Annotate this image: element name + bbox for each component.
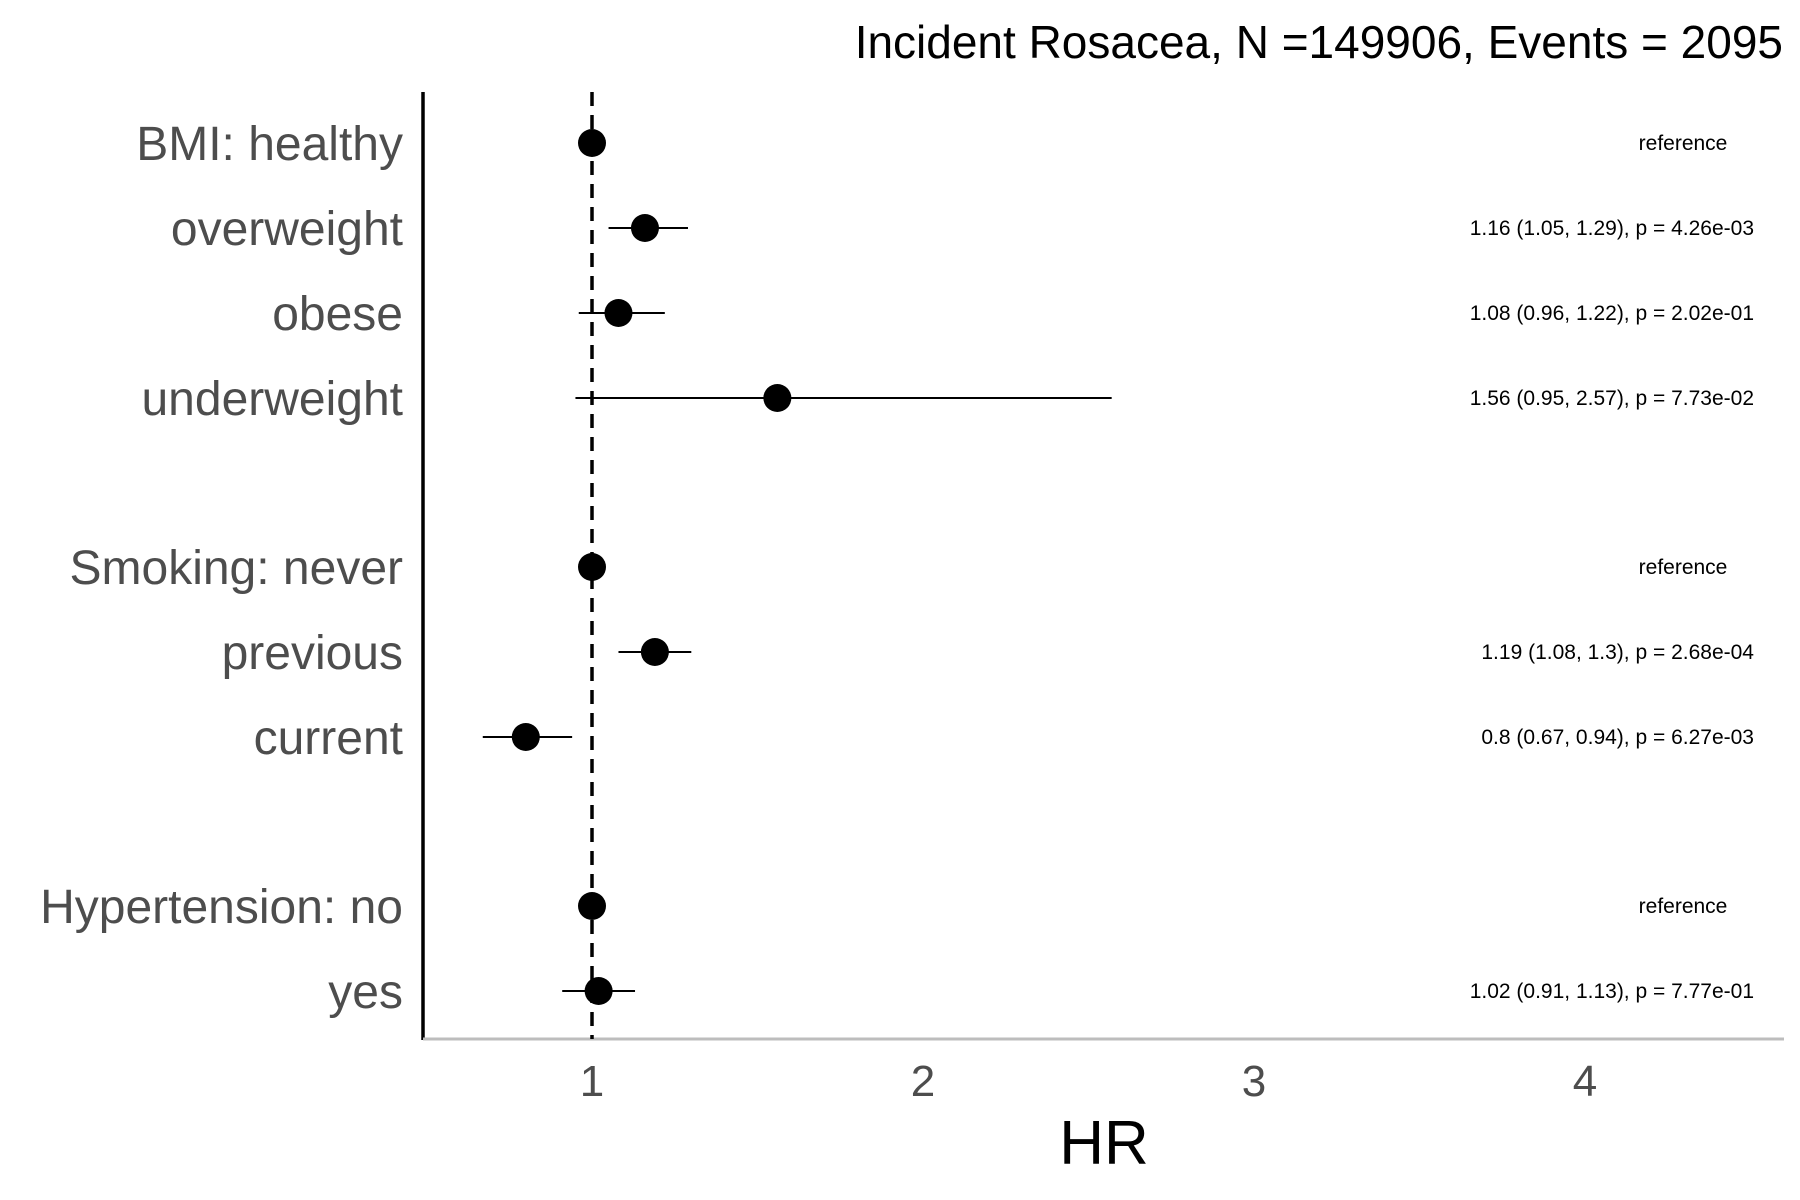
hr-point — [578, 553, 606, 581]
row-annotations: reference 1.16 (1.05, 1.29), p = 4.26e-03… — [1470, 132, 1755, 1003]
hr-point — [763, 384, 792, 412]
hr-point — [584, 977, 613, 1005]
row-label: obese — [272, 288, 403, 341]
hazard-ratio-points — [511, 129, 792, 1005]
row-annotation: 1.19 (1.08, 1.3), p = 2.68e-04 — [1481, 641, 1754, 664]
row-label: Smoking: never — [70, 542, 404, 595]
hr-point — [604, 299, 633, 327]
row-annotation: 1.56 (0.95, 2.57), p = 7.73e-02 — [1470, 387, 1754, 410]
row-annotation: 1.08 (0.96, 1.22), p = 2.02e-01 — [1470, 302, 1754, 325]
row-annotation: 0.8 (0.67, 0.94), p = 6.27e-03 — [1481, 726, 1754, 749]
x-axis-label: HR — [1059, 1109, 1149, 1178]
row-labels: BMI: healthy overweight obese underweight Sm… — [40, 118, 403, 1019]
row-label: overweight — [171, 203, 403, 256]
row-label: underweight — [141, 373, 403, 426]
row-annotation: reference — [1639, 556, 1728, 579]
row-label: BMI: healthy — [136, 118, 403, 171]
row-annotation: reference — [1639, 132, 1728, 155]
row-label: previous — [222, 627, 403, 680]
row-annotation: 1.16 (1.05, 1.29), p = 4.26e-03 — [1470, 217, 1754, 240]
hr-point — [640, 638, 669, 666]
confidence-intervals — [482, 227, 1112, 992]
x-tick-label: 4 — [1573, 1057, 1597, 1106]
x-tick-labels: 1 2 3 4 — [580, 1057, 1597, 1106]
chart-title: Incident Rosacea, N =149906, Events = 20… — [855, 16, 1783, 68]
row-annotation: 1.02 (0.91, 1.13), p = 7.77e-01 — [1470, 980, 1754, 1003]
hr-point — [578, 129, 606, 157]
row-annotation: reference — [1639, 895, 1728, 918]
x-tick-label: 3 — [1242, 1057, 1266, 1106]
row-label: Hypertension: no — [40, 881, 403, 934]
row-label: current — [254, 712, 403, 765]
x-tick-label: 2 — [911, 1057, 935, 1106]
hr-point — [578, 892, 606, 920]
row-label: yes — [328, 966, 403, 1019]
hr-point — [630, 214, 659, 242]
x-tick-label: 1 — [580, 1057, 604, 1106]
hr-point — [511, 723, 540, 751]
